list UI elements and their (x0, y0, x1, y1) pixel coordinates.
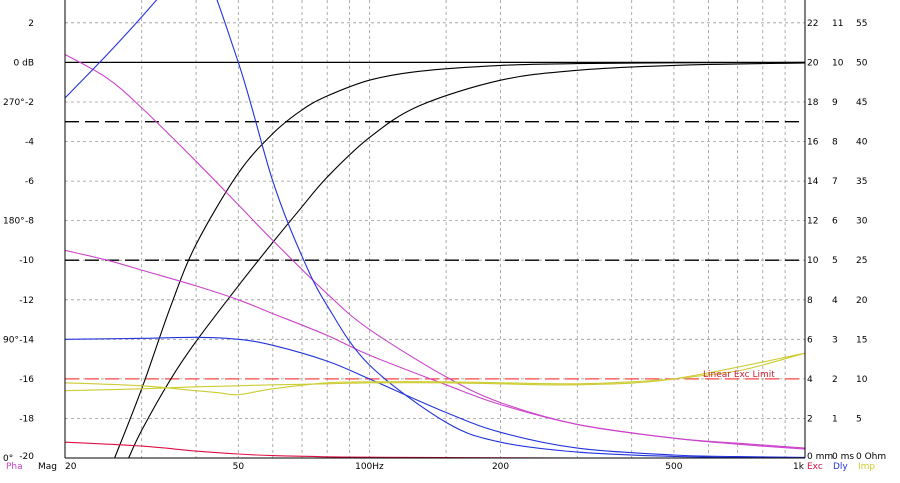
phase-tick-label: 90° (3, 335, 19, 345)
excursion-tick-label: 14 (807, 177, 819, 187)
db-tick-label: -2 (25, 98, 34, 108)
delay-tick-label: 11 (832, 19, 843, 29)
phase-axis-label: Pha (6, 462, 23, 472)
x-tick-label: 20 (65, 462, 77, 472)
impedance-tick-label: 20 (856, 296, 868, 306)
delay-tick-label: 5 (832, 256, 838, 266)
excursion-tick-label: 18 (807, 98, 819, 108)
delay-tick-label: 0 ms (832, 452, 854, 462)
excursion-tick-label: 22 (807, 19, 818, 29)
excursion-tick-label: 16 (807, 138, 819, 148)
delay-curve (65, 0, 805, 458)
x-tick-label: 1k (793, 462, 805, 472)
impedance-tick-label: 0 Ohm (856, 452, 886, 462)
db-tick-label: -16 (19, 375, 34, 385)
impedance-curve (65, 352, 805, 392)
excursion-tick-label: 10 (807, 256, 819, 266)
db-tick-label: -18 (19, 414, 34, 424)
phase-curve (65, 249, 805, 450)
impedance-tick-label: 5 (856, 414, 862, 424)
delay-tick-label: 6 (832, 217, 838, 227)
delay-tick-label: 9 (832, 98, 838, 108)
impedance-tick-label: 50 (856, 58, 868, 68)
impedance-curve (65, 352, 805, 396)
phase-tick-label: 0° (3, 454, 13, 464)
delay-tick-label: 10 (832, 58, 844, 68)
db-tick-label: 0 dB (14, 58, 34, 68)
magnitude-curve (114, 61, 805, 458)
db-tick-label: -4 (25, 138, 34, 148)
phase-tick-label: 270° (3, 98, 25, 108)
labels-layer: Linear Exc Limit 2 0 dB -2 -4 -6 -8 -10 -12 -14 -1… (3, 19, 886, 472)
phase-tick-label: 180° (3, 217, 25, 227)
x-tick-label: 50 (233, 462, 245, 472)
excursion-tick-label: 12 (807, 217, 818, 227)
db-tick-label: 2 (28, 19, 34, 29)
delay-curve (65, 336, 805, 458)
impedance-axis-label: Imp (858, 462, 875, 472)
excursion-axis-label: Exc (807, 462, 823, 472)
curves-layer (65, 0, 805, 458)
db-tick-label: -10 (19, 256, 34, 266)
magnitude-curve (128, 62, 805, 458)
db-tick-label: -20 (19, 452, 34, 462)
delay-tick-label: 4 (832, 296, 838, 306)
excursion-tick-label: 2 (807, 414, 813, 424)
impedance-tick-label: 15 (856, 335, 867, 345)
x-tick-label: 200 (492, 462, 509, 472)
x-tick-label: 100Hz (355, 462, 384, 472)
db-tick-label: -12 (19, 296, 34, 306)
impedance-tick-label: 25 (856, 256, 867, 266)
impedance-tick-label: 35 (856, 177, 867, 187)
excursion-tick-label: 4 (807, 375, 813, 385)
x-tick-label: 500 (665, 462, 682, 472)
excursion-curve (65, 441, 805, 458)
impedance-tick-label: 30 (856, 217, 868, 227)
impedance-tick-label: 40 (856, 138, 868, 148)
axes-layer (64, 0, 806, 459)
delay-axis-label: Dly (833, 462, 848, 472)
magnitude-axis-label: Mag (38, 462, 57, 472)
db-tick-label: -8 (25, 217, 34, 227)
impedance-tick-label: 10 (856, 375, 868, 385)
delay-tick-label: 8 (832, 138, 838, 148)
db-tick-label: -6 (25, 177, 34, 187)
excursion-tick-label: 8 (807, 296, 813, 306)
excursion-tick-label: 0 mm (807, 452, 833, 462)
delay-tick-label: 1 (832, 414, 838, 424)
grid-layer (65, 0, 805, 458)
impedance-tick-label: 55 (856, 19, 867, 29)
delay-tick-label: 2 (832, 375, 838, 385)
delay-tick-label: 3 (832, 335, 838, 345)
excursion-limit-label: Linear Exc Limit (703, 370, 775, 380)
delay-tick-label: 7 (832, 177, 838, 187)
excursion-tick-label: 20 (807, 58, 819, 68)
excursion-tick-label: 6 (807, 335, 813, 345)
impedance-tick-label: 45 (856, 98, 867, 108)
db-tick-label: -14 (19, 335, 34, 345)
